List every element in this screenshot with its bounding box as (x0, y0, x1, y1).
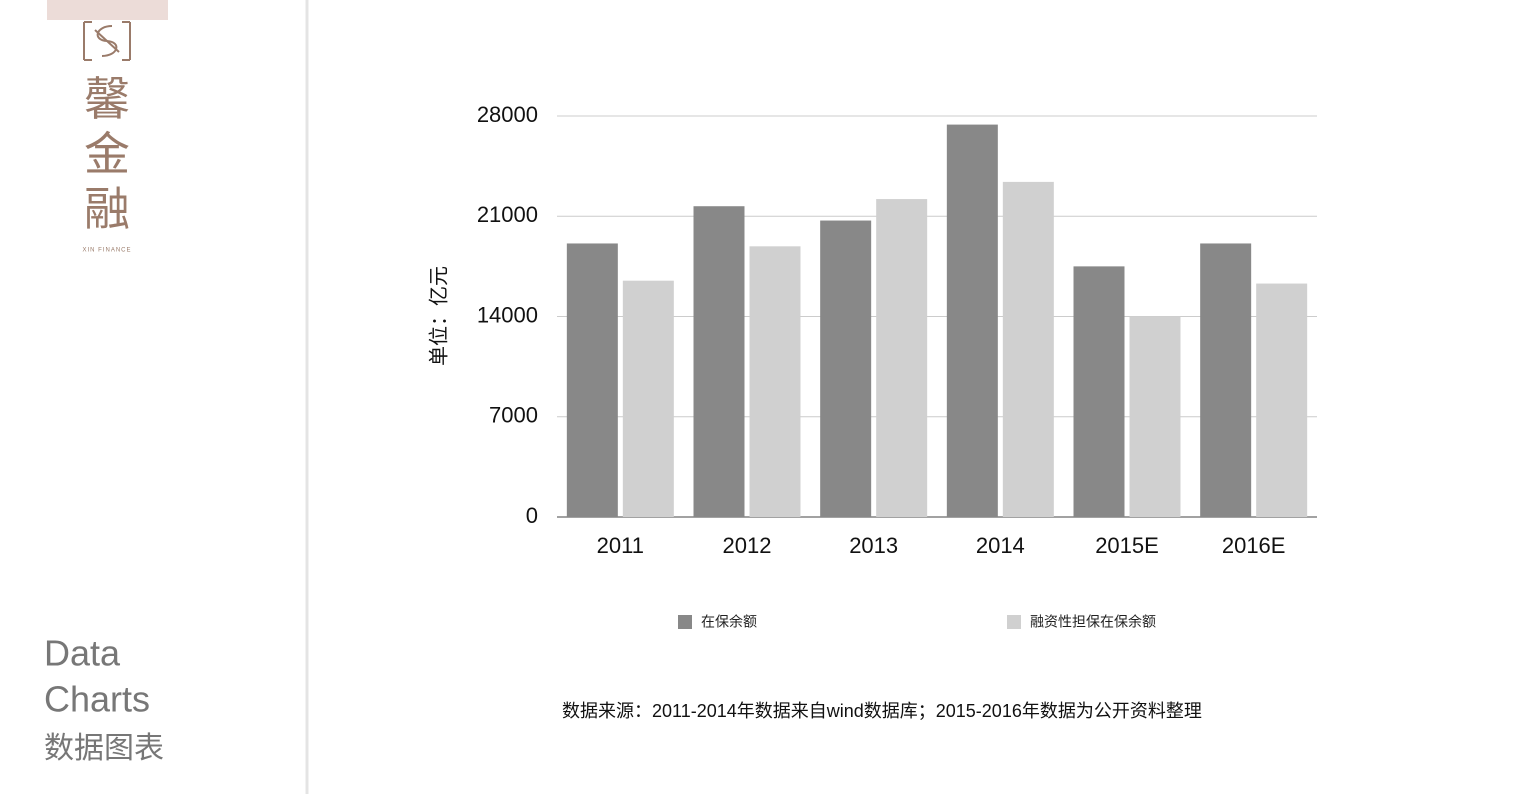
y-tick-label: 21000 (477, 202, 538, 227)
y-tick-label: 7000 (489, 403, 538, 428)
logo-bar (47, 0, 168, 20)
bar (1200, 243, 1252, 518)
bar (820, 220, 872, 517)
y-tick-label: 28000 (477, 102, 538, 127)
bar (876, 199, 928, 518)
bar (566, 243, 618, 518)
x-tick-label: 2015E (1095, 533, 1159, 558)
legend-swatch (678, 615, 692, 629)
y-axis-label: 单位：亿元 (427, 266, 450, 366)
legend-label: 融资性担保在保余额 (1030, 614, 1156, 630)
x-tick-label: 2011 (597, 533, 644, 558)
x-tick-label: 2016E (1222, 533, 1286, 558)
bar (622, 280, 674, 517)
bar (693, 206, 745, 517)
sidebar-subtitle: 数据图表 (44, 732, 164, 765)
bar (946, 124, 998, 517)
bar (1002, 181, 1054, 517)
x-tick-label: 2012 (723, 533, 772, 558)
bar (1129, 316, 1181, 517)
x-tick-label: 2014 (976, 533, 1025, 558)
bar (1073, 266, 1125, 517)
bar (749, 246, 801, 517)
source-note: 数据来源：2011-2014年数据来自wind数据库；2015-2016年数据为… (562, 701, 1202, 721)
logo-char: 馨金融 (84, 72, 130, 236)
bar (1256, 283, 1308, 517)
sidebar-title: Charts (44, 679, 150, 720)
sidebar-title: Data (44, 633, 121, 674)
y-tick-label: 14000 (477, 302, 538, 327)
legend-label: 在保余额 (701, 614, 757, 630)
logo-icon (83, 21, 131, 61)
x-tick-label: 2013 (849, 533, 898, 558)
legend-swatch (1007, 615, 1021, 629)
y-tick-label: 0 (526, 503, 538, 528)
logo-subtitle: XIN FINANCE (82, 248, 131, 254)
